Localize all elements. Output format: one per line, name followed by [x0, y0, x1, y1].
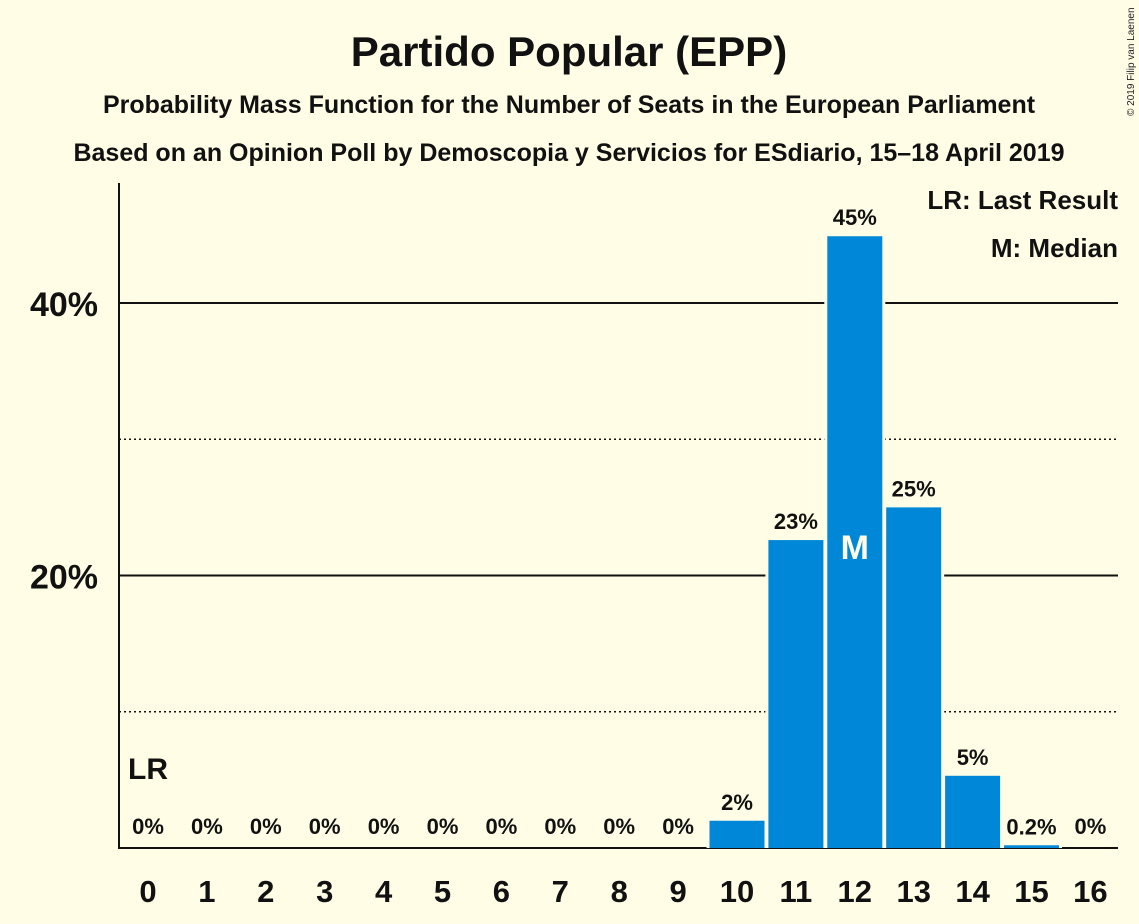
- x-tick-label: 8: [611, 874, 628, 909]
- bar-value-label: 0%: [250, 814, 282, 839]
- x-tick-label: 5: [434, 874, 451, 909]
- legend-last-result: LR: Last Result: [927, 185, 1118, 215]
- bar: [886, 507, 942, 848]
- bar: [945, 775, 1001, 848]
- bar-value-label: 0%: [427, 814, 459, 839]
- x-tick-label: 13: [896, 874, 930, 909]
- x-tick-label: 16: [1073, 874, 1107, 909]
- bar-value-label: 0%: [309, 814, 341, 839]
- x-axis-ticks: 0 1 2 3 4 5 6 7 8 9 10 11 12 13 14 15 16: [139, 874, 1107, 909]
- x-tick-label: 12: [838, 874, 872, 909]
- median-marker: M: [841, 529, 869, 567]
- bar-value-label: 0%: [662, 814, 694, 839]
- chart-subtitle: Probability Mass Function for the Number…: [103, 91, 1036, 119]
- bar: [768, 540, 824, 848]
- y-axis-ticks: 20% 40%: [30, 286, 98, 597]
- chart-subtitle-source: Based on an Opinion Poll by Demoscopia y…: [73, 139, 1064, 167]
- bar: [827, 236, 883, 849]
- legend-median: M: Median: [991, 233, 1118, 263]
- y-tick-label: 20%: [30, 559, 98, 597]
- x-tick-label: 2: [257, 874, 274, 909]
- bar-value-label: 0%: [368, 814, 400, 839]
- bar-value-label: 0%: [603, 814, 635, 839]
- last-result-marker: LR: [128, 753, 168, 786]
- chart-title: Partido Popular (EPP): [351, 28, 787, 75]
- bar: [1004, 845, 1059, 848]
- x-tick-label: 0: [139, 874, 156, 909]
- bars: [706, 233, 1062, 849]
- x-tick-label: 3: [316, 874, 333, 909]
- x-tick-label: 10: [720, 874, 754, 909]
- x-tick-label: 7: [552, 874, 569, 909]
- bar-value-label: 0.2%: [1006, 814, 1056, 839]
- x-tick-label: 1: [198, 874, 215, 909]
- bar-value-label: 0%: [132, 814, 164, 839]
- bar: [709, 820, 765, 848]
- bar-value-label: 2%: [721, 790, 753, 815]
- bar-labels: 0% 0% 0% 0% 0% 0% 0% 0% 0% 0% 2% 23% 45% 25% 5% 0.2% 0% L…: [128, 205, 1106, 839]
- copyright-note: © 2019 Filip van Laenen: [1126, 7, 1137, 116]
- bar-gap: [1001, 842, 1062, 848]
- x-tick-label: 6: [493, 874, 510, 909]
- bar-value-label: 5%: [957, 745, 989, 770]
- bar-value-label: 25%: [892, 476, 936, 501]
- x-tick-label: 9: [669, 874, 686, 909]
- bar-value-label: 0%: [486, 814, 518, 839]
- bar-value-label: 0%: [544, 814, 576, 839]
- y-tick-label: 40%: [30, 286, 98, 324]
- x-tick-label: 11: [780, 874, 813, 909]
- bar-value-label: 45%: [833, 205, 877, 230]
- x-tick-label: 14: [955, 874, 990, 909]
- bar-value-label: 23%: [774, 509, 818, 534]
- x-tick-label: 15: [1014, 874, 1048, 909]
- x-tick-label: 4: [375, 874, 393, 909]
- bar-value-label: 0%: [1075, 814, 1107, 839]
- bar-value-label: 0%: [191, 814, 223, 839]
